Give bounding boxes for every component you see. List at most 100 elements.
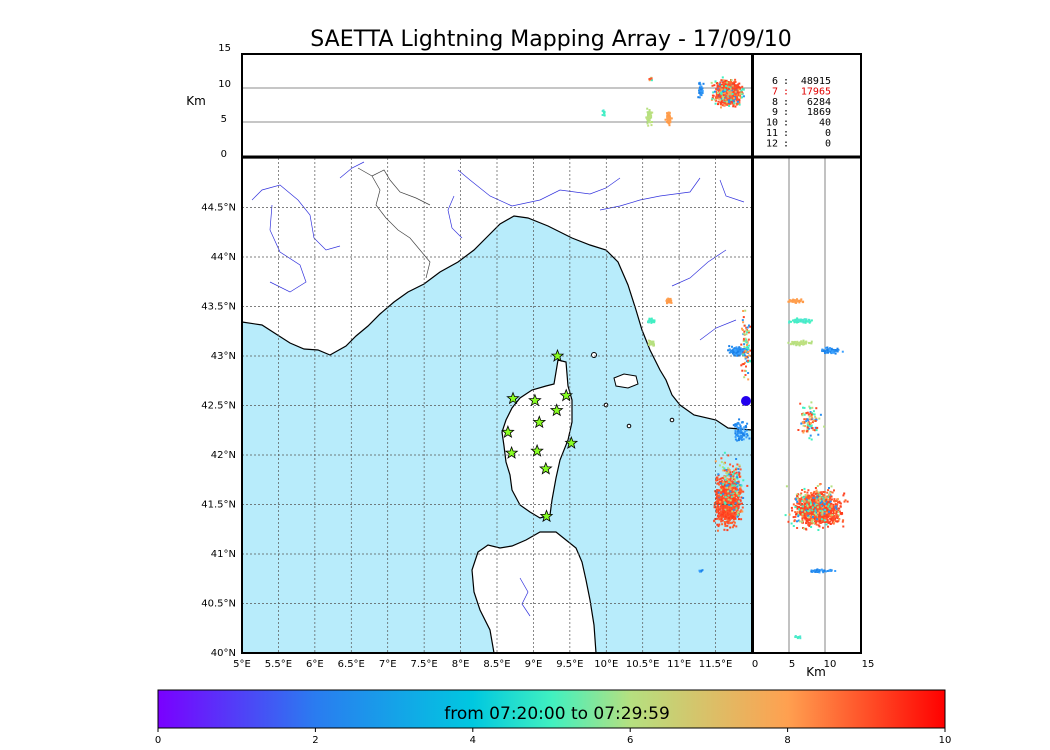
- lightning-source: [730, 495, 733, 498]
- altitude-ylabel: Km: [186, 94, 206, 108]
- lightning-source: [742, 321, 745, 324]
- lightning-source: [798, 320, 800, 323]
- lightning-source: [803, 429, 806, 432]
- lightning-source: [733, 516, 736, 519]
- lightning-source: [721, 485, 724, 488]
- lightning-source: [803, 490, 806, 493]
- lightning-source: [820, 498, 823, 501]
- lightning-source: [825, 508, 828, 511]
- lightning-source: [716, 482, 719, 485]
- lightning-source: [722, 469, 725, 472]
- lightning-source: [824, 352, 827, 355]
- lightning-source: [731, 510, 734, 513]
- lightning-source: [743, 426, 746, 429]
- lightning-source: [733, 80, 736, 83]
- lightning-source: [728, 101, 731, 104]
- lightning-source: [828, 500, 831, 503]
- lightning-source: [729, 499, 732, 502]
- lightning-source: [810, 526, 813, 528]
- lightning-source: [733, 524, 736, 527]
- lightning-source: [804, 499, 807, 502]
- mainland-coast: [242, 158, 752, 431]
- lightning-source: [805, 509, 808, 512]
- lightning-source: [716, 496, 719, 499]
- lon-tick: 7°E: [379, 659, 397, 670]
- lightning-source: [811, 427, 814, 430]
- lightning-source: [647, 120, 650, 123]
- lightning-source: [811, 505, 814, 508]
- lightning-source: [727, 454, 730, 457]
- lightning-source: [740, 90, 743, 93]
- lon-tick: 10.5°E: [626, 659, 660, 670]
- lightning-source: [809, 507, 812, 510]
- station-star-icon: [550, 348, 565, 362]
- station-star-icon: [559, 388, 573, 402]
- lightning-source: [747, 330, 750, 333]
- lightning-source: [722, 481, 725, 484]
- lightning-source: [736, 515, 739, 518]
- lightning-source: [803, 487, 806, 490]
- lightning-source: [801, 507, 803, 510]
- lightning-source: [830, 502, 833, 505]
- lightning-source: [787, 341, 790, 344]
- lightning-source: [836, 349, 839, 352]
- lightning-source: [831, 351, 833, 354]
- lightning-source: [818, 507, 821, 510]
- lightning-source: [717, 512, 720, 515]
- station-star-icon: [564, 435, 579, 449]
- lightning-source: [803, 499, 805, 502]
- lightning-source: [715, 497, 717, 500]
- lightning-source: [728, 83, 731, 86]
- lightning-source: [651, 111, 654, 114]
- lightning-source: [734, 350, 737, 353]
- lightning-source: [733, 498, 736, 501]
- lightning-source: [735, 508, 738, 511]
- station-number: 10: [766, 118, 778, 129]
- lightning-source: [810, 414, 813, 417]
- lightning-source: [742, 490, 745, 493]
- lightning-source: [744, 374, 747, 376]
- lightning-source: [827, 351, 829, 354]
- lightning-source: [738, 101, 741, 104]
- lightning-source: [727, 521, 730, 524]
- lightning-source: [734, 429, 737, 432]
- lightning-source: [734, 438, 737, 441]
- lightning-source: [821, 496, 824, 499]
- lightning-source: [798, 300, 801, 303]
- lon-tick: 7.5°E: [411, 659, 438, 670]
- lightning-source: [667, 122, 670, 125]
- lightning-source: [729, 508, 732, 511]
- lightning-source: [729, 522, 732, 524]
- lightning-source: [728, 504, 731, 506]
- lightning-source: [828, 507, 831, 510]
- lightning-source: [812, 419, 815, 422]
- lightning-source: [801, 520, 804, 523]
- lightning-source: [648, 113, 650, 116]
- lightning-source: [802, 300, 805, 303]
- lightning-source: [729, 514, 731, 517]
- lightning-source: [728, 102, 731, 105]
- lightning-source: [733, 486, 736, 489]
- lightning-source: [730, 98, 733, 101]
- lightning-source: [737, 498, 740, 501]
- lightning-source: [832, 348, 835, 351]
- map-lightning-sources: [647, 297, 752, 573]
- lightning-source: [796, 343, 798, 346]
- lightning-source: [788, 321, 791, 324]
- lightning-source: [700, 89, 703, 92]
- lightning-source: [726, 529, 729, 532]
- lightning-source: [649, 112, 652, 115]
- lightning-source: [801, 489, 804, 491]
- lightning-source: [813, 413, 816, 416]
- lightning-source: [728, 480, 730, 483]
- lightning-source: [734, 490, 737, 493]
- lightning-source: [802, 508, 805, 511]
- lightning-source: [717, 490, 720, 493]
- lightning-source: [730, 351, 733, 353]
- lightning-source: [813, 512, 816, 515]
- lightning-source: [814, 508, 817, 511]
- lightning-source: [721, 487, 724, 490]
- lightning-source: [740, 490, 743, 493]
- lightning-source: [800, 492, 803, 495]
- lightning-source: [785, 485, 788, 488]
